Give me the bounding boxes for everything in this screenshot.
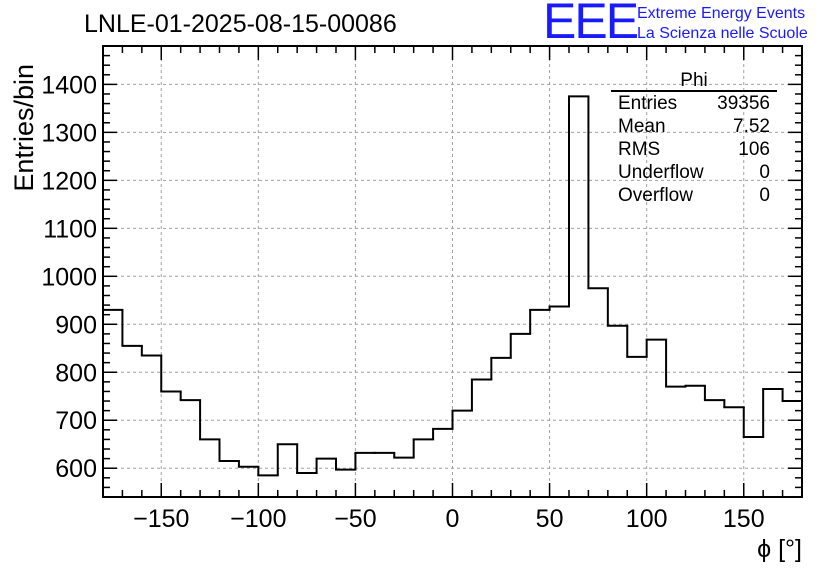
y-tick-label: 800 [55, 359, 97, 387]
stats-label: Entries [618, 93, 678, 114]
chart-title: LNLE-01-2025-08-15-00086 [84, 10, 397, 38]
stats-label: Mean [618, 116, 666, 137]
stats-divider [611, 90, 777, 92]
logo-line-1: Extreme Energy Events [637, 5, 806, 22]
y-tick-labels: 600 700 800 900 1000 1100 1200 1300 1400 [41, 71, 97, 483]
y-tick-label: 1000 [41, 263, 97, 291]
y-tick-label: 1200 [41, 167, 97, 195]
x-tick-label: −150 [133, 505, 189, 533]
y-tick-label: 1400 [41, 71, 97, 99]
y-axis-label: Entries/bin [9, 64, 39, 192]
y-tick-label: 600 [55, 455, 97, 483]
axis-ticks [102, 45, 803, 497]
stats-value: 0 [759, 162, 770, 183]
x-tick-label: −100 [230, 505, 286, 533]
y-tick-label: 900 [55, 311, 97, 339]
stats-value: 39356 [717, 93, 770, 114]
x-tick-labels: −150 −100 −50 0 50 100 150 [133, 505, 765, 533]
eee-logo: EEE Extreme Energy Events La Scienza nel… [543, 0, 833, 49]
y-tick-label: 700 [55, 407, 97, 435]
stats-value: 0 [759, 185, 770, 206]
stats-label: RMS [618, 139, 661, 160]
stats-box: Phi Entries 39356 Mean 7.52 RMS 106 Unde… [611, 70, 777, 210]
x-tick-label: 50 [536, 505, 564, 533]
histogram-series [102, 95, 803, 477]
grid-lines [103, 46, 802, 497]
x-tick-label: 0 [446, 505, 460, 533]
y-tick-label: 1100 [43, 215, 97, 243]
x-tick-label: 100 [626, 505, 668, 533]
stats-label: Underflow [618, 162, 704, 183]
x-axis-label: ϕ [°] [757, 535, 802, 563]
eee-logo-mark: EEE [543, 0, 639, 49]
x-tick-label: −50 [334, 505, 376, 533]
stats-label: Overflow [618, 185, 693, 206]
x-tick-label: 150 [723, 505, 765, 533]
stats-title: Phi [680, 70, 708, 91]
stats-value: 7.52 [733, 116, 770, 137]
y-tick-label: 1300 [41, 119, 97, 147]
logo-line-2: La Scienza nelle Scuole [637, 25, 808, 42]
stats-value: 106 [738, 139, 770, 160]
